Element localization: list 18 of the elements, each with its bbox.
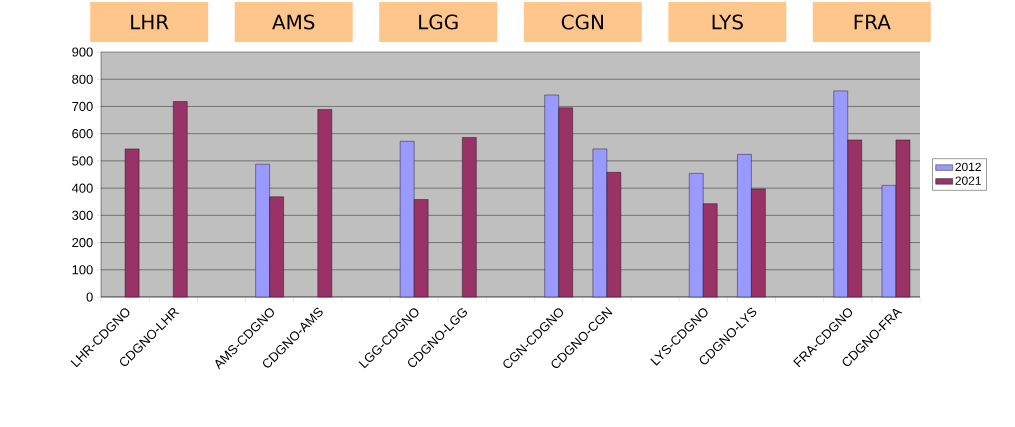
y-tick-label: 500 <box>72 156 93 166</box>
y-tick-label: 900 <box>72 47 93 57</box>
text: AMS <box>272 14 315 30</box>
y-tick-label: 300 <box>72 210 93 220</box>
text: CGN <box>561 14 603 30</box>
text: FRA <box>854 14 891 30</box>
y-tick-label: 200 <box>72 237 93 248</box>
y-tick-label: 800 <box>72 74 93 84</box>
text: LGG <box>419 14 458 30</box>
y-tick-label: 600 <box>72 129 93 139</box>
y-tick-label: 700 <box>72 101 93 112</box>
text: LYS <box>712 14 743 30</box>
legend-label: 2012 <box>955 162 981 172</box>
y-tick-label: 400 <box>71 183 93 193</box>
y-tick-label: 0 <box>86 292 93 302</box>
legend-label: 2021 <box>955 176 981 185</box>
text: LHR <box>131 14 169 30</box>
y-tick-label: 100 <box>72 265 93 275</box>
